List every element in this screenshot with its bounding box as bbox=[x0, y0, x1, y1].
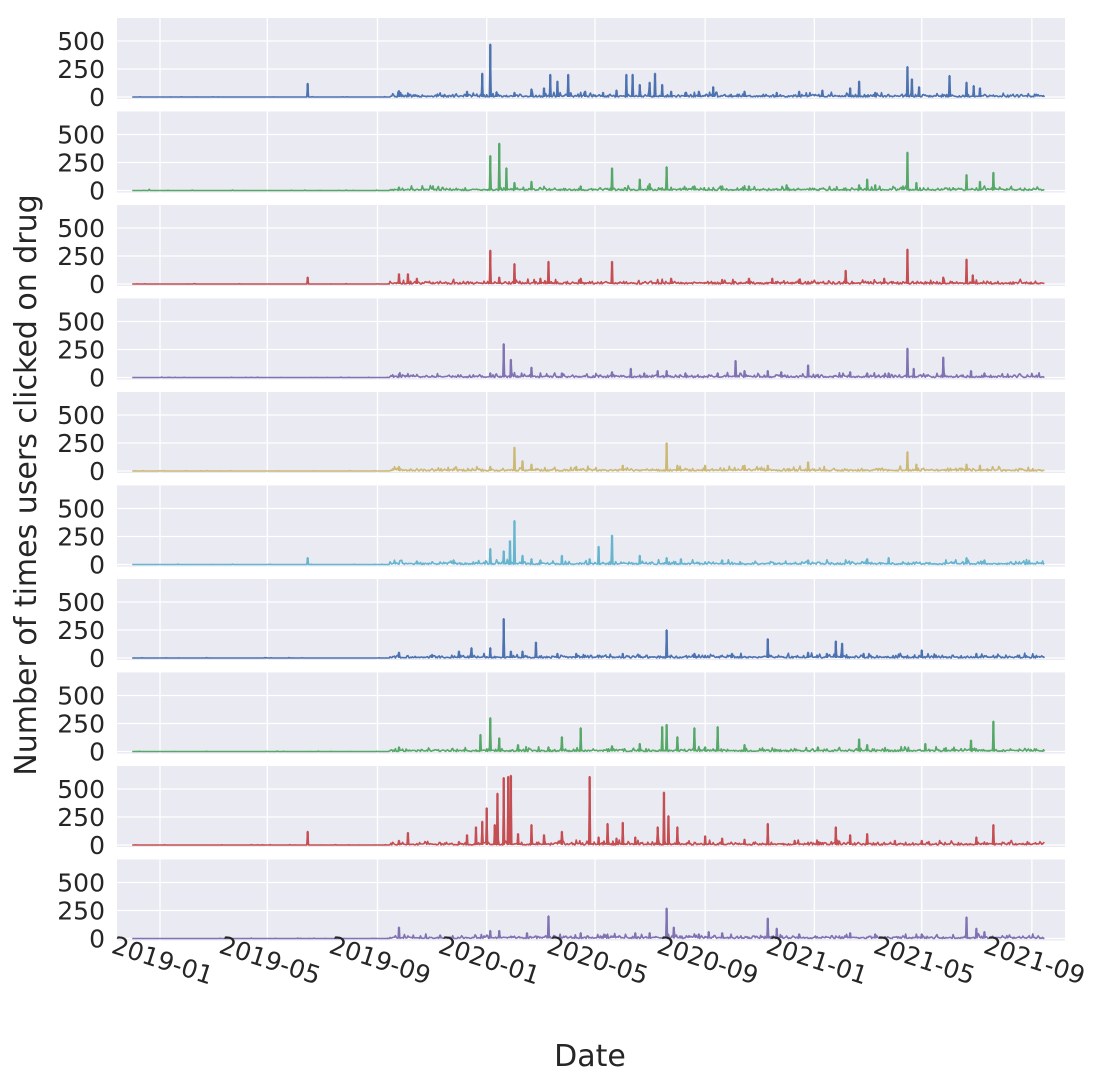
y-tick-label: 0 bbox=[89, 831, 105, 860]
y-tick-label: 0 bbox=[89, 364, 105, 393]
y-tick-label: 250 bbox=[57, 149, 105, 178]
y-tick-label: 0 bbox=[89, 644, 105, 673]
x-axis-label: Date bbox=[554, 1039, 626, 1074]
subplot-background bbox=[117, 111, 1065, 193]
subplot-background bbox=[117, 205, 1065, 286]
y-tick-label: 250 bbox=[57, 242, 105, 271]
subplot-background bbox=[117, 672, 1065, 754]
subplot-background bbox=[117, 859, 1065, 941]
y-tick-label: 0 bbox=[89, 551, 105, 580]
series-line-10 bbox=[132, 907, 1045, 940]
y-tick-label: 500 bbox=[57, 775, 105, 804]
y-tick-label: 0 bbox=[89, 83, 105, 112]
y-tick-label: 0 bbox=[89, 457, 105, 486]
series-line-5 bbox=[132, 442, 1045, 472]
y-tick-label: 250 bbox=[57, 710, 105, 739]
y-tick-label: 250 bbox=[57, 429, 105, 458]
y-axis-label: Number of times users clicked on drug bbox=[9, 194, 44, 775]
subplot-background bbox=[117, 579, 1065, 660]
y-tick-label: 250 bbox=[57, 897, 105, 926]
y-tick-label: 250 bbox=[57, 523, 105, 552]
y-tick-label: 500 bbox=[57, 27, 105, 56]
y-tick-label: 500 bbox=[57, 308, 105, 337]
subplot-background bbox=[117, 18, 1065, 99]
series-line-4 bbox=[132, 343, 1045, 379]
series-line-3 bbox=[132, 248, 1045, 285]
series-line-1 bbox=[132, 43, 1046, 98]
series-line-2 bbox=[132, 142, 1045, 192]
y-tick-label: 250 bbox=[57, 336, 105, 365]
y-tick-label: 250 bbox=[57, 803, 105, 832]
series-line-9 bbox=[132, 774, 1045, 846]
y-tick-label: 500 bbox=[57, 214, 105, 243]
y-tick-label: 500 bbox=[57, 682, 105, 711]
y-tick-label: 0 bbox=[89, 925, 105, 954]
y-tick-label: 0 bbox=[89, 270, 105, 299]
subplot-background bbox=[117, 298, 1065, 380]
y-tick-label: 500 bbox=[57, 401, 105, 430]
y-tick-label: 500 bbox=[57, 495, 105, 524]
subplot-background bbox=[117, 485, 1065, 567]
series-line-7 bbox=[132, 618, 1046, 659]
y-tick-label: 250 bbox=[57, 55, 105, 84]
subplot-background bbox=[117, 392, 1065, 473]
y-tick-label: 500 bbox=[57, 121, 105, 150]
series-line-6 bbox=[132, 520, 1045, 566]
series-line-8 bbox=[132, 717, 1046, 753]
y-tick-label: 0 bbox=[89, 738, 105, 767]
y-tick-label: 0 bbox=[89, 177, 105, 206]
y-tick-label: 500 bbox=[57, 869, 105, 898]
y-tick-label: 500 bbox=[57, 588, 105, 617]
subplot-stack: 0250500025050002505000250500025050002505… bbox=[57, 18, 1065, 954]
y-tick-label: 250 bbox=[57, 616, 105, 645]
